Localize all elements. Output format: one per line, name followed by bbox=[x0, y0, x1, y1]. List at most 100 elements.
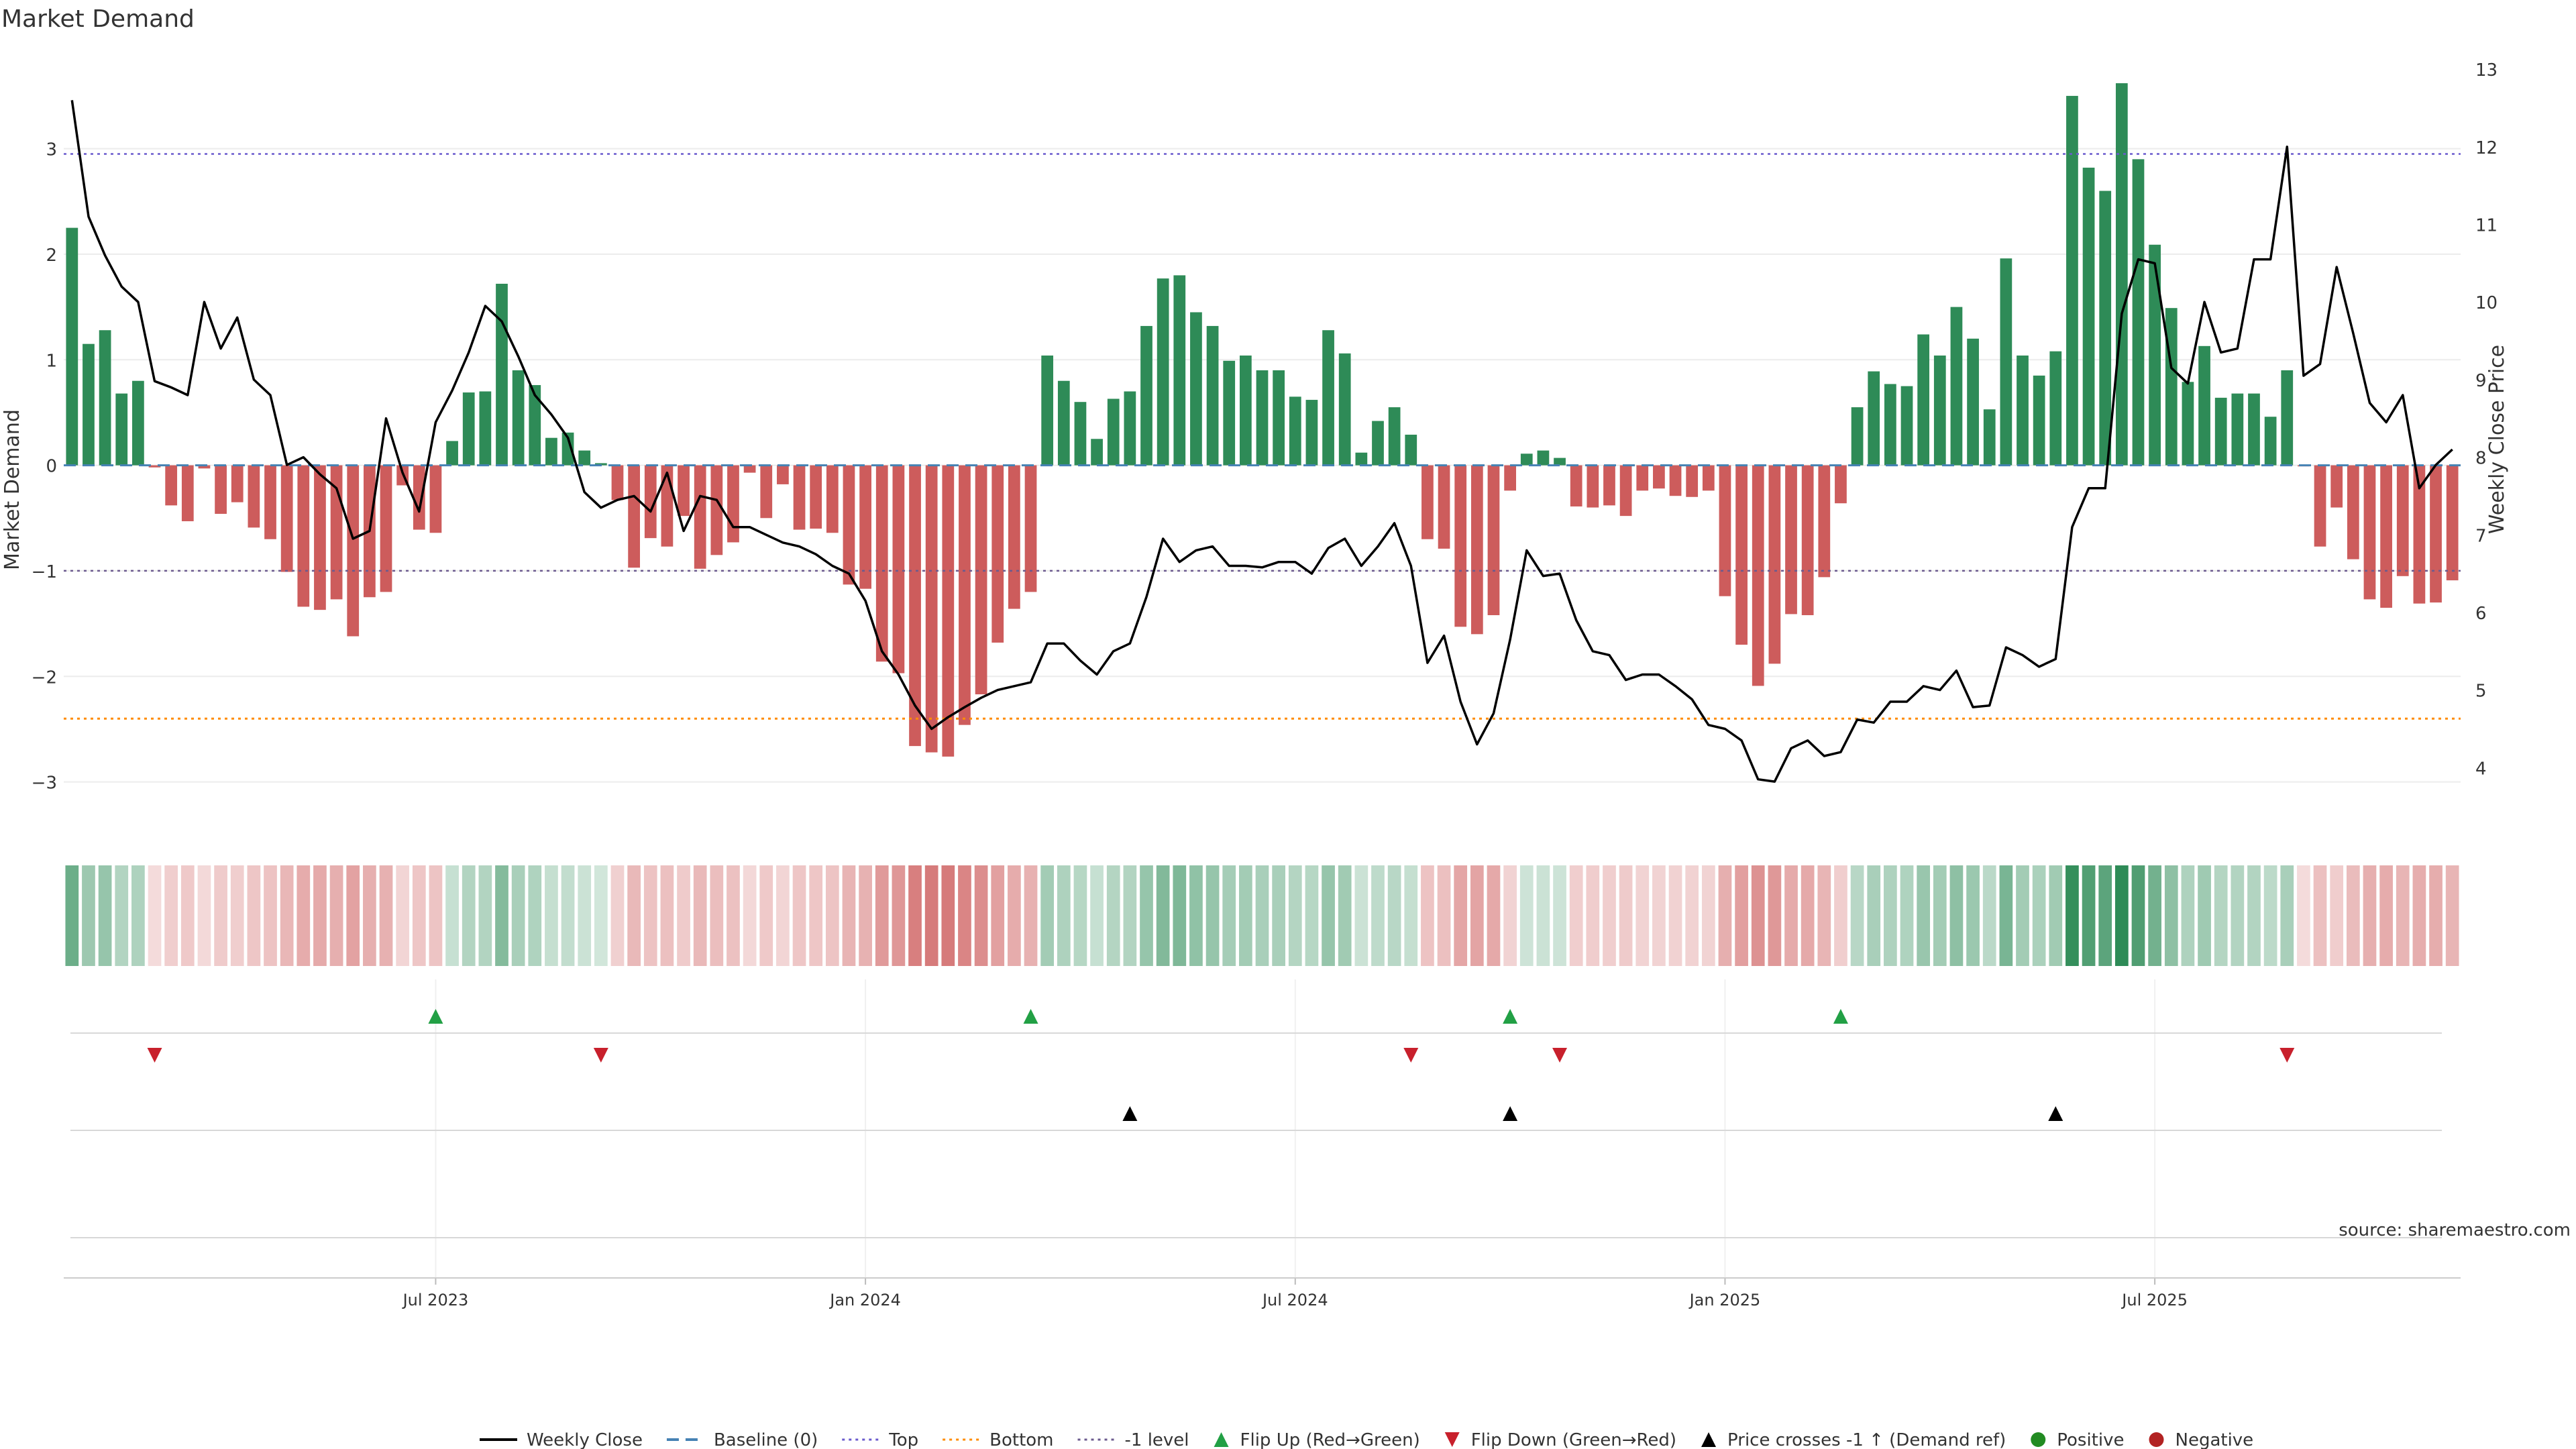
demand-bar bbox=[1520, 453, 1533, 466]
y-tick-right: 13 bbox=[2475, 60, 2498, 80]
heat-cell bbox=[445, 865, 459, 966]
heat-cell bbox=[1718, 865, 1732, 966]
heat-cell bbox=[2016, 865, 2029, 966]
y-tick-right: 8 bbox=[2475, 449, 2487, 469]
demand-bar bbox=[1504, 465, 1516, 491]
heat-cell bbox=[792, 865, 806, 966]
y-axis-label-right: Weekly Close Price bbox=[2485, 345, 2509, 534]
heat-cell bbox=[264, 865, 277, 966]
demand-bar bbox=[1603, 465, 1615, 506]
demand-bar bbox=[2066, 95, 2078, 466]
demand-bar bbox=[1835, 465, 1847, 504]
heat-cell bbox=[1603, 865, 1616, 966]
heat-cell bbox=[578, 865, 592, 966]
demand-bar bbox=[1008, 465, 1020, 609]
heat-cell bbox=[280, 865, 294, 966]
heat-cell bbox=[148, 865, 162, 966]
heat-cell bbox=[1536, 865, 1550, 966]
legend-label: Price crosses -1 ↑ (Demand ref) bbox=[1727, 1430, 2006, 1449]
legend-label: Positive bbox=[2057, 1430, 2124, 1449]
legend-symbol bbox=[1701, 1432, 1717, 1447]
demand-bar bbox=[578, 450, 591, 466]
demand-bar bbox=[628, 465, 640, 568]
demand-bar bbox=[1256, 370, 1269, 466]
demand-bar bbox=[1686, 465, 1699, 497]
heat-cell bbox=[2396, 865, 2410, 966]
demand-bar bbox=[2396, 465, 2409, 576]
x-tick-label: Jul 2025 bbox=[2121, 1291, 2188, 1309]
heat-cell bbox=[908, 865, 922, 966]
heat-cell bbox=[1801, 865, 1815, 966]
demand-bar bbox=[1438, 465, 1450, 549]
heat-cell bbox=[1668, 865, 1682, 966]
demand-bar bbox=[1305, 400, 1318, 466]
heat-cell bbox=[1106, 865, 1120, 966]
heat-cell bbox=[1635, 865, 1650, 966]
heat-cell bbox=[495, 865, 508, 966]
demand-bar bbox=[1900, 386, 1913, 466]
chart-title: Market Demand bbox=[1, 5, 195, 33]
demand-bar bbox=[1570, 465, 1582, 506]
heat-cell bbox=[1272, 865, 1285, 966]
flip-up-marker bbox=[428, 1009, 443, 1024]
heat-cell bbox=[2263, 865, 2277, 966]
flip-up-marker bbox=[1023, 1009, 1038, 1024]
heat-cell bbox=[1239, 865, 1252, 966]
heat-cell bbox=[65, 865, 79, 966]
demand-bar bbox=[280, 465, 293, 572]
heat-cell bbox=[1751, 865, 1765, 966]
heat-cell bbox=[297, 865, 311, 966]
demand-bar bbox=[892, 465, 905, 674]
heat-cell bbox=[1685, 865, 1699, 966]
heat-cell bbox=[1586, 865, 1600, 966]
heat-cell bbox=[1652, 865, 1666, 966]
heat-cell bbox=[379, 865, 393, 966]
weekly-close-line bbox=[70, 100, 2453, 783]
demand-bar bbox=[1636, 465, 1649, 491]
heat-cell bbox=[1173, 865, 1187, 966]
demand-bar bbox=[181, 465, 194, 521]
heat-cell bbox=[941, 865, 955, 966]
heat-cell bbox=[363, 865, 376, 966]
legend-label: Weekly Close bbox=[527, 1430, 643, 1449]
demand-bar bbox=[1587, 465, 1599, 508]
demand-bar bbox=[793, 465, 806, 530]
demand-bar bbox=[115, 393, 128, 466]
demand-bar bbox=[2082, 167, 2095, 466]
heat-cell bbox=[1900, 865, 1914, 966]
demand-bar bbox=[2430, 465, 2442, 603]
heat-cell bbox=[2280, 865, 2294, 966]
heat-cell bbox=[2429, 865, 2443, 966]
heat-cell bbox=[1073, 865, 1087, 966]
heat-cell bbox=[313, 865, 327, 966]
heat-cell bbox=[958, 865, 971, 966]
demand-bar bbox=[2231, 393, 2244, 466]
demand-bar bbox=[1669, 465, 1682, 496]
heat-cell bbox=[528, 865, 542, 966]
demand-bar bbox=[2314, 465, 2326, 547]
heat-cell bbox=[82, 865, 95, 966]
heat-cell bbox=[1817, 865, 1831, 966]
demand-bar bbox=[1322, 330, 1334, 466]
legend-symbol bbox=[1214, 1432, 1229, 1447]
demand-bar bbox=[678, 465, 690, 517]
demand-bar bbox=[843, 465, 855, 585]
y-tick-left: 3 bbox=[46, 140, 57, 160]
demand-bar bbox=[462, 392, 475, 466]
flip-down-marker bbox=[147, 1048, 162, 1063]
demand-bar bbox=[2281, 370, 2294, 466]
heat-cell bbox=[991, 865, 1005, 966]
heat-cell bbox=[1123, 865, 1137, 966]
demand-bar bbox=[2446, 465, 2459, 581]
heat-cell bbox=[1884, 865, 1897, 966]
y-tick-left: −3 bbox=[32, 773, 57, 794]
heat-cell bbox=[1735, 865, 1748, 966]
demand-bar bbox=[1933, 355, 1946, 466]
demand-bar bbox=[975, 465, 987, 695]
heat-cell bbox=[1966, 865, 1980, 966]
y-tick-right: 5 bbox=[2475, 682, 2487, 702]
demand-bar bbox=[2033, 375, 2045, 466]
demand-bar bbox=[1223, 360, 1236, 466]
demand-bar bbox=[148, 465, 161, 468]
demand-bar bbox=[859, 465, 871, 589]
